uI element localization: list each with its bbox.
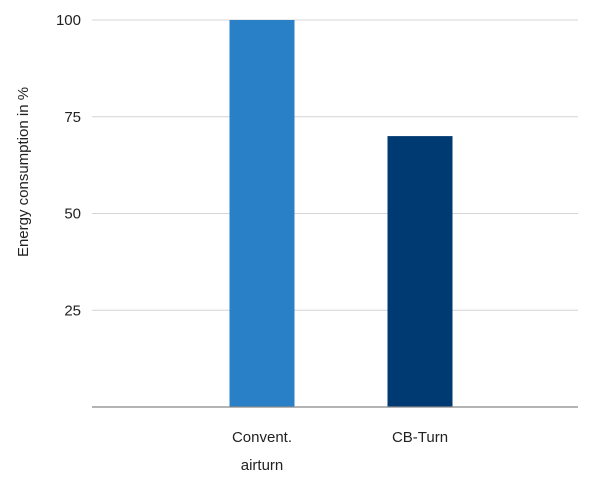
bars [229, 20, 453, 407]
x-category-label-line: airturn [241, 457, 284, 474]
bar [229, 20, 295, 407]
x-category-label: Convent. airturn [232, 429, 292, 474]
y-tick-label: 25 [64, 302, 81, 319]
x-category-label-line: CB-Turn [392, 429, 448, 446]
y-axis-title: Energy consumption in % [15, 87, 32, 257]
y-tick-labels: 25 50 75 100 [56, 12, 81, 319]
x-category-label: CB-Turn [392, 429, 448, 446]
x-category-labels: Convent. airturn CB-Turn [232, 429, 448, 474]
gridlines [92, 19, 578, 311]
bar [387, 136, 453, 407]
y-tick-label: 100 [56, 12, 81, 29]
y-tick-label: 75 [64, 109, 81, 126]
x-category-label-line: Convent. [232, 429, 292, 446]
y-tick-label: 50 [64, 206, 81, 223]
